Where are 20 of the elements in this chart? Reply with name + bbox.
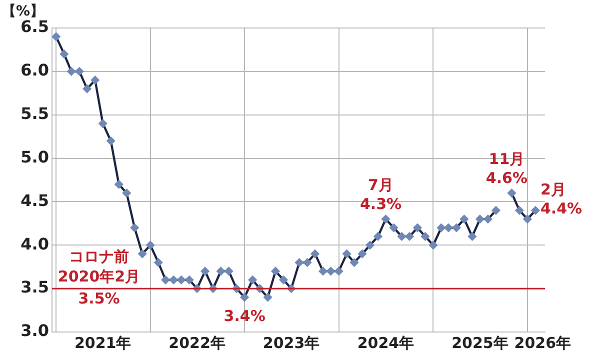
x-tick-label: 2024年 [357,334,414,352]
annotation: 7月 4.3% [360,176,402,213]
x-tick-label: 2022年 [168,334,226,352]
x-tick-label: 2021年 [74,334,132,352]
y-tick-label: 4.5 [20,190,49,210]
annotation: 2月 4.4% [540,180,582,218]
annotation: 3.4% [224,307,266,326]
y-tick-label: 3.5 [20,278,49,297]
y-tick-label: 6.0 [20,60,49,80]
x-tick-label: 2025年 [452,334,508,352]
y-tick-label: 6.5 [20,17,49,36]
y-tick-label: 4.0 [20,234,49,254]
y-axis-title: 【%】 [2,4,44,20]
y-tick-label: 5.5 [20,104,49,124]
y-tick-label: 3.0 [20,321,49,340]
annotation: 11月 4.6% [486,150,528,187]
x-tick-label: 2026年 [514,334,572,352]
ref-line-label: コロナ前 2020年2月 3.5% [58,247,140,308]
x-tick-label: 2023年 [262,334,320,352]
y-tick-label: 5.0 [20,147,49,166]
